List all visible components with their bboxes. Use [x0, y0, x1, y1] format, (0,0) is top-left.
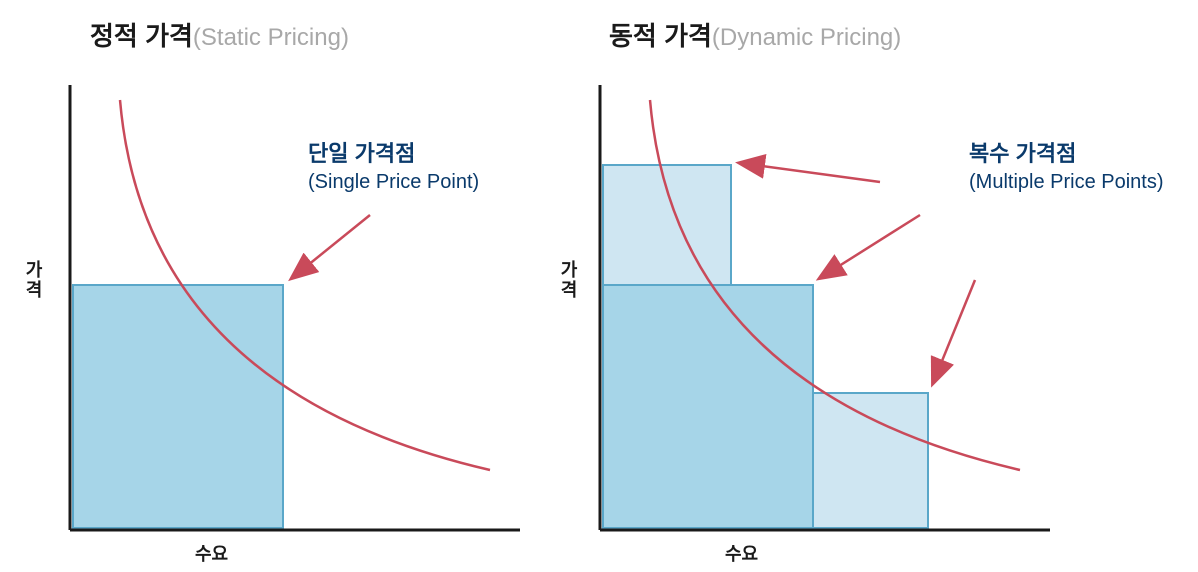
dynamic-callout-en: (Multiple Price Points)	[969, 169, 1164, 195]
static-title: 정적 가격(Static Pricing)	[90, 16, 349, 53]
dynamic-pricing-panel: 동적 가격(Dynamic Pricing) 복수 가격점 (Multiple …	[599, 0, 1198, 572]
dynamic-x-axis-label: 수요	[725, 540, 758, 566]
static-x-axis-label: 수요	[195, 540, 228, 566]
static-box-label: 매출	[125, 375, 184, 421]
static-title-ko: 정적 가격	[90, 21, 193, 51]
dynamic-title-ko: 동적 가격	[609, 21, 712, 51]
static-callout-en: (Single Price Point)	[308, 169, 479, 195]
dynamic-box1-label: 매출	[640, 210, 673, 236]
dynamic-box-main-label: 매출	[655, 375, 714, 421]
static-pricing-panel: 정적 가격(Static Pricing) 가격 수요 단일 가격점 (Sing…	[0, 0, 599, 572]
dynamic-y-axis-label: 가격	[555, 260, 581, 300]
dynamic-callout: 복수 가격점 (Multiple Price Points)	[969, 140, 1164, 195]
static-callout: 단일 가격점 (Single Price Point)	[308, 140, 479, 195]
dynamic-title-en: (Dynamic Pricing)	[712, 24, 901, 51]
static-title-en: (Static Pricing)	[193, 24, 349, 51]
dynamic-box2-label: 매출	[848, 445, 881, 471]
dynamic-callout-ko: 복수 가격점	[969, 140, 1164, 169]
dynamic-title: 동적 가격(Dynamic Pricing)	[609, 16, 901, 53]
static-y-axis-label: 가격	[20, 260, 46, 300]
static-callout-ko: 단일 가격점	[308, 140, 479, 169]
diagram-container: 정적 가격(Static Pricing) 가격 수요 단일 가격점 (Sing…	[0, 0, 1198, 572]
